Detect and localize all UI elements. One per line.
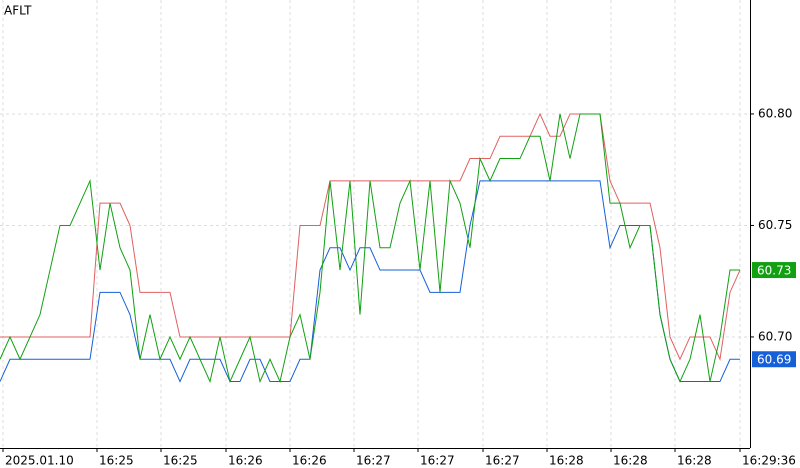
x-tick-label: 2025.01.10 — [5, 454, 74, 468]
x-tick-label: 16:27 — [420, 454, 455, 468]
y-tick-label: 60.80 — [758, 106, 792, 120]
x-tick-label: 16:25 — [99, 454, 134, 468]
x-tick-label: 16:26 — [292, 454, 327, 468]
x-tick-label: 16:28 — [613, 454, 648, 468]
chart-title: AFLT — [4, 4, 32, 18]
x-tick-label: 16:26 — [228, 454, 263, 468]
x-tick-label: 16:27 — [356, 454, 391, 468]
x-tick-label: 16:25 — [163, 454, 198, 468]
price-tag-label: 60.69 — [757, 353, 791, 367]
y-tick-label: 60.70 — [758, 329, 792, 343]
price-line — [0, 180, 740, 383]
y-tick-label: 60.75 — [758, 218, 792, 232]
price-line — [0, 113, 740, 384]
x-tick-label: 16:29:36 — [742, 454, 796, 468]
price-tag-label: 60.73 — [757, 264, 791, 278]
x-tick-label: 16:27 — [485, 454, 520, 468]
x-tick-label: 16:28 — [549, 454, 584, 468]
price-tag — [752, 351, 796, 368]
price-tag — [752, 262, 796, 279]
grid — [0, 0, 750, 448]
x-tick-label: 16:28 — [677, 454, 712, 468]
